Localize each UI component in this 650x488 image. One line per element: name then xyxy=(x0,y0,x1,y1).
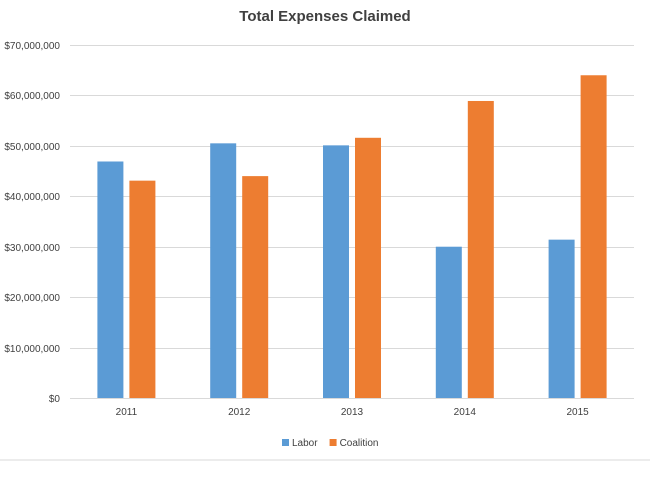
y-tick-label: $20,000,000 xyxy=(4,293,60,304)
bar-labor-2012 xyxy=(210,143,237,398)
y-tick-label: $40,000,000 xyxy=(4,192,60,203)
legend-label-labor: Labor xyxy=(292,438,318,449)
bar-labor-2011 xyxy=(97,161,124,398)
bar-coalition-2014 xyxy=(467,100,494,399)
legend-label-coalition: Coalition xyxy=(340,438,379,449)
chart-title: Total Expenses Claimed xyxy=(239,8,410,25)
bars xyxy=(97,75,607,399)
x-tick-label: 2012 xyxy=(228,407,251,418)
x-tick-label: 2013 xyxy=(341,407,364,418)
y-tick-label: $30,000,000 xyxy=(4,243,60,254)
bar-coalition-2011 xyxy=(129,180,156,398)
y-tick-label: $60,000,000 xyxy=(4,91,60,102)
bar-labor-2013 xyxy=(323,145,349,398)
bar-labor-2014 xyxy=(435,246,462,398)
y-axis-tick-labels: $0 $10,000,000 $20,000,000 $30,000,000 $40,0… xyxy=(4,41,60,405)
y-tick-label: $10,000,000 xyxy=(4,344,60,355)
bar-coalition-2015 xyxy=(580,75,607,398)
y-tick-label: $0 xyxy=(49,394,61,405)
y-tick-label: $70,000,000 xyxy=(4,41,60,52)
bar-coalition-2013 xyxy=(355,137,381,398)
x-tick-label: 2011 xyxy=(116,407,138,418)
legend-swatch-coalition xyxy=(329,439,337,446)
x-tick-label: 2014 xyxy=(454,407,477,418)
legend: Labor Coalition xyxy=(282,438,379,449)
gridlines xyxy=(70,45,634,399)
x-tick-label: 2015 xyxy=(566,407,589,418)
bar-coalition-2012 xyxy=(242,176,269,398)
bar-labor-2015 xyxy=(548,239,575,398)
legend-swatch-labor xyxy=(282,439,289,446)
x-axis-tick-labels: 2011 2012 2013 2014 2015 xyxy=(116,407,590,418)
y-tick-label: $50,000,000 xyxy=(4,142,60,153)
